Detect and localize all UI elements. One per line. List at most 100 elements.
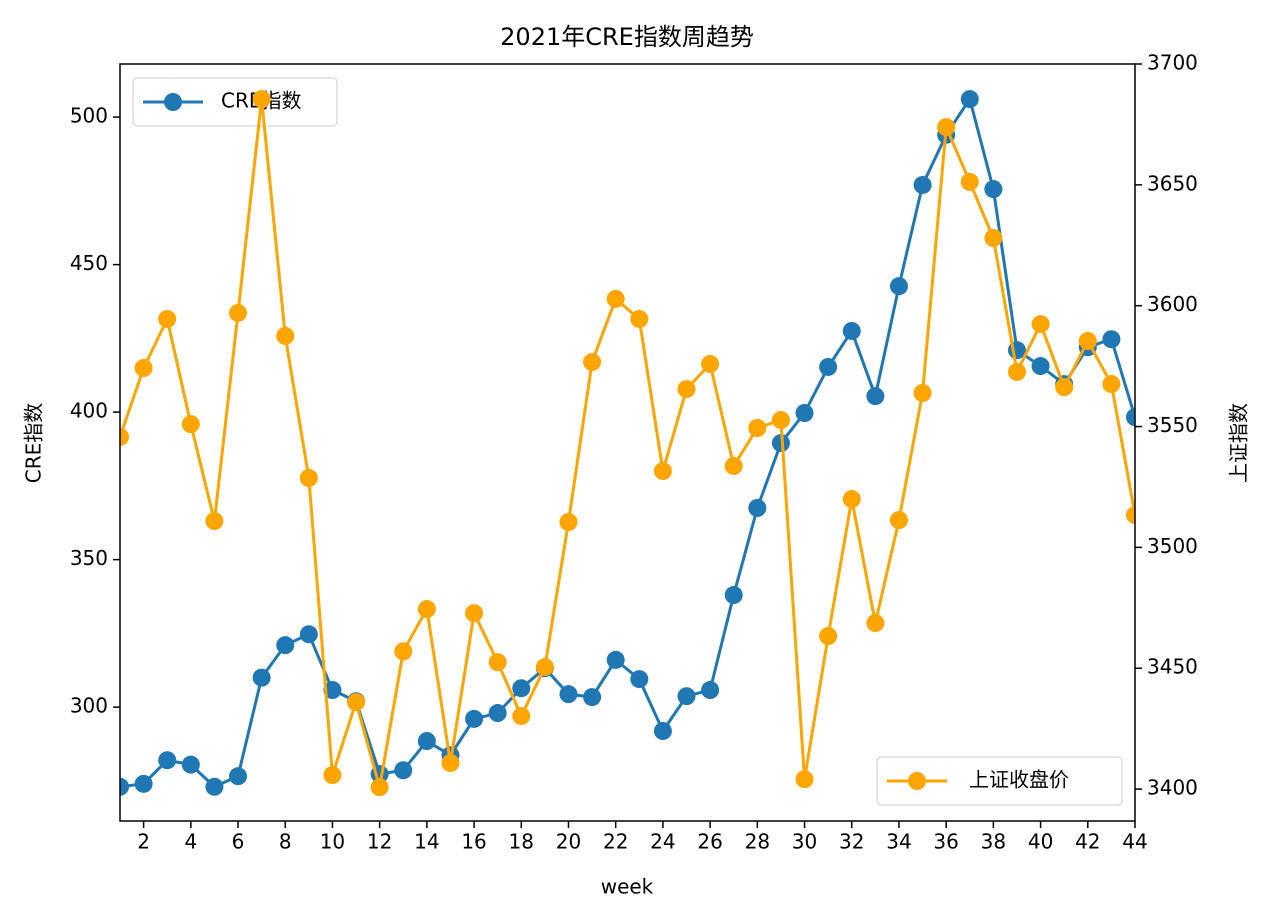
plot-frame — [119, 63, 1136, 822]
marker — [417, 732, 436, 751]
marker — [866, 387, 885, 406]
marker — [937, 118, 956, 137]
marker — [677, 380, 696, 399]
y-tick-label: 300 — [70, 694, 108, 718]
marker — [1055, 378, 1074, 397]
x-tick-label: 22 — [603, 830, 628, 854]
legend-label: 上证收盘价 — [969, 768, 1069, 792]
x-tick-label: 10 — [320, 830, 345, 854]
marker — [323, 681, 342, 700]
line — [120, 98, 1135, 788]
marker — [748, 498, 767, 517]
marker — [488, 704, 507, 723]
marker — [889, 277, 908, 296]
x-tick-label: 6 — [232, 830, 245, 854]
marker — [913, 383, 932, 402]
marker — [394, 642, 413, 661]
x-tick-label: 8 — [279, 830, 292, 854]
x-tick-label: 20 — [556, 830, 581, 854]
marker — [724, 456, 743, 475]
marker — [984, 180, 1003, 199]
marker — [229, 767, 248, 786]
marker — [771, 411, 790, 430]
marker — [120, 427, 129, 446]
y-tick-label: 400 — [70, 399, 108, 423]
series — [120, 90, 1135, 797]
x-tick-label: 44 — [1122, 830, 1147, 854]
marker — [488, 653, 507, 672]
marker — [158, 309, 177, 328]
marker — [394, 761, 413, 780]
marker — [677, 687, 696, 706]
marker — [299, 469, 318, 488]
marker — [276, 326, 295, 345]
marker — [559, 513, 578, 532]
marker — [1102, 330, 1121, 349]
x-tick-label: 2 — [137, 830, 150, 854]
marker — [653, 462, 672, 481]
marker — [1126, 408, 1135, 427]
marker — [1031, 315, 1050, 334]
marker — [583, 688, 602, 707]
marker — [158, 751, 177, 770]
marker — [229, 303, 248, 322]
marker — [653, 722, 672, 741]
marker — [1031, 357, 1050, 376]
marker — [181, 415, 200, 434]
marker — [181, 755, 200, 774]
marker — [842, 490, 861, 509]
x-tick-label: 42 — [1075, 830, 1100, 854]
marker — [1078, 331, 1097, 350]
marker — [1102, 375, 1121, 394]
x-tick-label: 4 — [184, 830, 197, 854]
marker — [417, 600, 436, 619]
marker — [276, 636, 295, 655]
marker — [205, 777, 224, 796]
marker — [252, 90, 271, 109]
y-tick-label: 450 — [70, 251, 108, 275]
marker — [701, 681, 720, 700]
chart-title: 2021年CRE指数周趋势 — [500, 23, 754, 51]
y-tick-label: 350 — [70, 546, 108, 570]
x-tick-label: 36 — [933, 830, 958, 854]
x-tick-label: 30 — [792, 830, 817, 854]
marker — [748, 418, 767, 437]
marker — [819, 627, 838, 646]
marker — [323, 766, 342, 785]
marker — [559, 685, 578, 704]
x-tick-label: 26 — [697, 830, 722, 854]
legend-marker — [164, 93, 182, 111]
marker — [795, 770, 814, 789]
x-tick-label: 14 — [414, 830, 439, 854]
marker — [535, 658, 554, 677]
legend-box — [876, 756, 1123, 806]
marker — [630, 309, 649, 328]
marker — [866, 614, 885, 633]
marker — [795, 403, 814, 422]
y2-axis-label: 上证指数 — [1227, 403, 1251, 483]
marker — [771, 434, 790, 453]
x-tick-label: 16 — [461, 830, 486, 854]
marker — [1007, 362, 1026, 381]
marker — [441, 753, 460, 772]
marker — [134, 359, 153, 378]
x-tick-label: 12 — [367, 830, 392, 854]
marker — [299, 625, 318, 644]
marker — [606, 289, 625, 308]
x-tick-label: 24 — [650, 830, 675, 854]
marker — [583, 353, 602, 372]
marker — [465, 604, 484, 623]
marker — [465, 709, 484, 728]
y2-tick-label: 3500 — [1147, 534, 1198, 558]
x-tick-label: 38 — [981, 830, 1006, 854]
legend-box — [132, 77, 338, 127]
marker — [1126, 506, 1135, 525]
marker — [960, 90, 979, 109]
y2-tick-label: 3650 — [1147, 171, 1198, 195]
marker — [960, 172, 979, 191]
marker — [347, 693, 366, 712]
x-tick-label: 32 — [839, 830, 864, 854]
marker — [889, 511, 908, 530]
y2-tick-label: 3700 — [1147, 51, 1198, 75]
